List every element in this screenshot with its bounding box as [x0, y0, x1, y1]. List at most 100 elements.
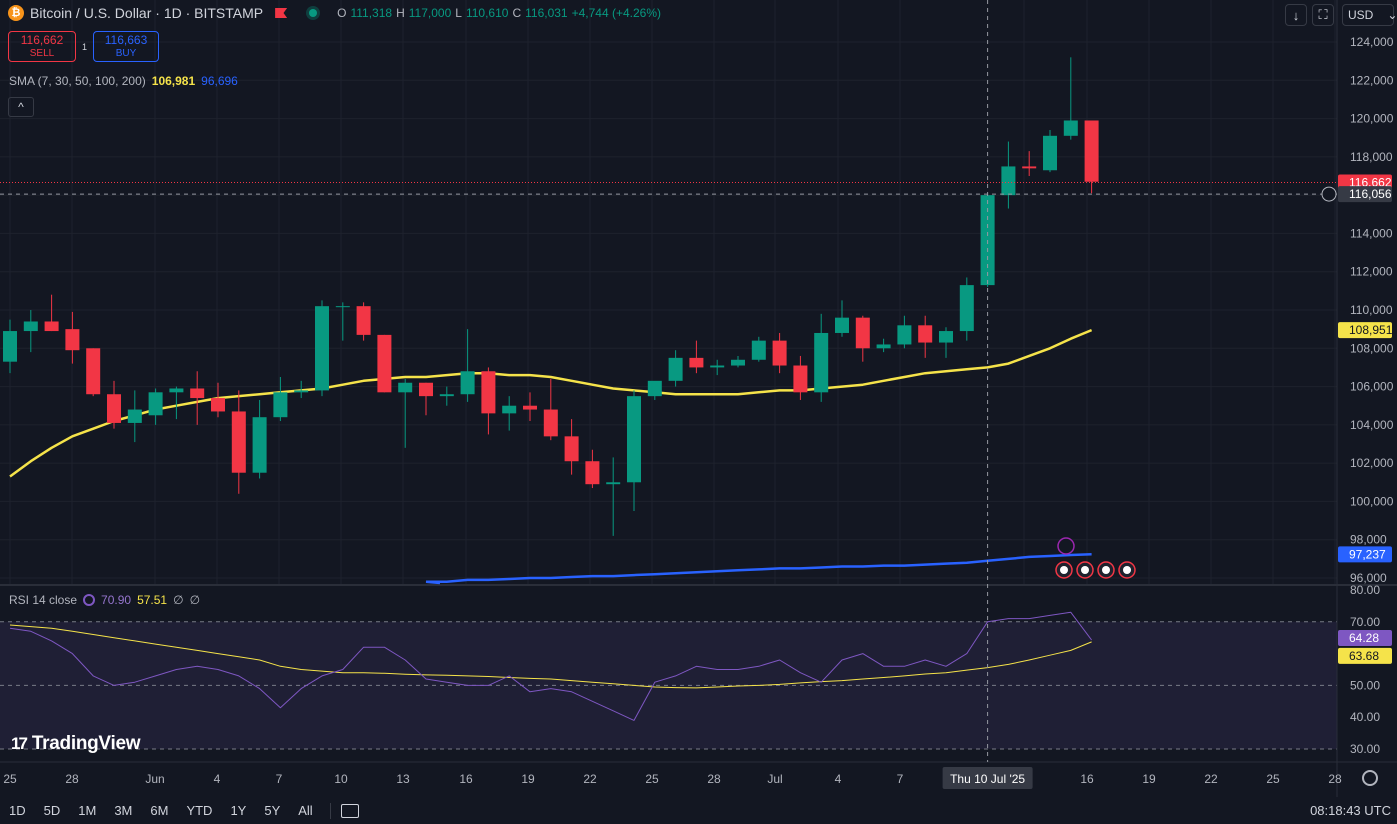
- candle-body: [252, 417, 267, 473]
- candle-body: [855, 317, 870, 349]
- range-6m[interactable]: 6M: [150, 803, 169, 818]
- price-tick-label: 124,000: [1350, 35, 1394, 49]
- candle: [439, 386, 454, 406]
- candle-body: [564, 436, 579, 462]
- buy-button[interactable]: 116,663 BUY: [93, 31, 160, 62]
- candle-body: [710, 365, 725, 368]
- sma-yellow-label: 108,951: [1338, 322, 1393, 339]
- crosshair-price-label-text: 116,056: [1349, 187, 1392, 201]
- rsi-ma-label-bg: [1338, 647, 1392, 664]
- candle: [959, 277, 974, 341]
- time-tick-label: Jul: [767, 772, 782, 786]
- candle: [481, 367, 496, 435]
- range-1m[interactable]: 1M: [78, 803, 97, 818]
- currency-value: USD: [1348, 8, 1374, 22]
- candle-body: [523, 405, 537, 410]
- bottom-toolbar: 1D 5D 1M 3M 6M YTD 1Y 5Y All 08:18:43 UT…: [0, 797, 1397, 824]
- candle: [1084, 120, 1099, 194]
- candle: [1063, 57, 1078, 140]
- rsi-tick-label: 50.00: [1350, 678, 1380, 692]
- candle: [44, 294, 59, 332]
- candle-body: [460, 371, 475, 395]
- candle: [211, 382, 225, 418]
- time-tick-label: 16: [1080, 772, 1094, 786]
- candle-body: [1043, 135, 1057, 171]
- price-tick-label: 120,000: [1350, 112, 1394, 126]
- sync-icon[interactable]: [83, 594, 96, 606]
- price-tick-label: 102,000: [1350, 456, 1394, 470]
- range-3m[interactable]: 3M: [114, 803, 133, 818]
- candle: [86, 348, 101, 397]
- price-tick-label: 96,000: [1350, 571, 1387, 585]
- gear-icon[interactable]: [1362, 770, 1378, 786]
- candle-body: [835, 317, 849, 333]
- candle-body: [127, 409, 142, 423]
- sma-label: SMA (7, 30, 50, 100, 200): [9, 74, 146, 88]
- lightning-icon: [1057, 537, 1075, 555]
- candle-body: [751, 340, 766, 360]
- rsi-legend[interactable]: RSI 14 close 70.90 57.51 ∅ ∅: [9, 593, 200, 607]
- candle-body: [959, 285, 974, 332]
- candle: [1001, 141, 1016, 209]
- candle-body: [918, 325, 933, 343]
- price-tick-label: 114,000: [1350, 226, 1393, 240]
- time-axis[interactable]: 2528Jun4710131619222528Jul47131619222528…: [0, 761, 1397, 789]
- candle-body: [939, 331, 953, 343]
- symbol-header[interactable]: ₿ Bitcoin / U.S. Dollar · 1D · BITSTAMP …: [8, 5, 661, 21]
- calendar-icon[interactable]: [340, 803, 359, 818]
- rsi-axis[interactable]: 80.00 70.00 50.00 40.00 30.00 64.28 63.68: [1338, 583, 1392, 756]
- clock[interactable]: 08:18:43 UTC: [1310, 803, 1391, 818]
- time-tick-label: 28: [1328, 772, 1342, 786]
- collapse-legend-button[interactable]: ^: [8, 97, 34, 117]
- candle: [190, 371, 205, 425]
- event-flag-icon-center: [1081, 566, 1089, 574]
- candle: [315, 300, 329, 397]
- candle: [65, 311, 80, 364]
- arrow-down-icon[interactable]: ↓: [1285, 4, 1307, 26]
- candle: [460, 329, 475, 402]
- candle-body: [294, 390, 309, 393]
- range-ytd[interactable]: YTD: [186, 803, 213, 818]
- sell-button[interactable]: 116,662 SELL: [8, 31, 76, 62]
- candle: [918, 315, 933, 358]
- candle: [148, 388, 163, 425]
- time-tick-label: 22: [1204, 772, 1218, 786]
- price-tick-label: 100,000: [1350, 494, 1394, 508]
- candle: [419, 382, 433, 416]
- candle: [169, 386, 184, 420]
- fullscreen-icon[interactable]: ⛶: [1312, 4, 1334, 26]
- change-value: +4,744 (+4.26%): [571, 6, 662, 20]
- time-tick-label: 4: [835, 772, 842, 786]
- candle-body: [3, 331, 17, 362]
- rsi-value-3: ∅: [173, 593, 184, 607]
- sma-yellow-line: [9, 328, 1093, 478]
- candle-body: [1084, 120, 1099, 182]
- candle-body: [668, 357, 683, 381]
- symbol-title[interactable]: Bitcoin / U.S. Dollar · 1D · BITSTAMP: [30, 5, 264, 21]
- flag-icon[interactable]: [275, 8, 288, 18]
- time-tick-label: 22: [583, 772, 597, 786]
- time-tick-label: 25: [645, 772, 659, 786]
- sma-legend[interactable]: SMA (7, 30, 50, 100, 200) 106,981 96,696: [9, 74, 238, 88]
- close-value: 116,031: [525, 6, 568, 20]
- time-tick-label: Jun: [145, 772, 164, 786]
- range-1d[interactable]: 1D: [9, 803, 26, 818]
- candle-body: [190, 388, 205, 399]
- range-1y[interactable]: 1Y: [230, 803, 247, 818]
- divider: [329, 802, 331, 819]
- candle-body: [731, 359, 745, 366]
- rsi-ma-label: 63.68: [1338, 647, 1392, 664]
- currency-select[interactable]: USD ⌄: [1342, 4, 1397, 26]
- chart-canvas[interactable]: 124,000122,000120,000118,000116,000114,0…: [0, 0, 1397, 797]
- price-tick-label: 118,000: [1350, 150, 1393, 164]
- time-tick-label: 13: [396, 772, 410, 786]
- crosshair-price-label: 116,056: [1338, 186, 1392, 203]
- range-all[interactable]: All: [298, 803, 313, 818]
- price-axis[interactable]: 124,000122,000120,000118,000116,000114,0…: [1336, 0, 1394, 797]
- range-5d[interactable]: 5D: [43, 803, 61, 818]
- candle-body: [585, 461, 600, 485]
- range-5y[interactable]: 5Y: [264, 803, 281, 818]
- candle: [335, 302, 350, 341]
- tradingview-logo[interactable]: 17 TradingView: [11, 733, 141, 755]
- candle: [585, 449, 600, 489]
